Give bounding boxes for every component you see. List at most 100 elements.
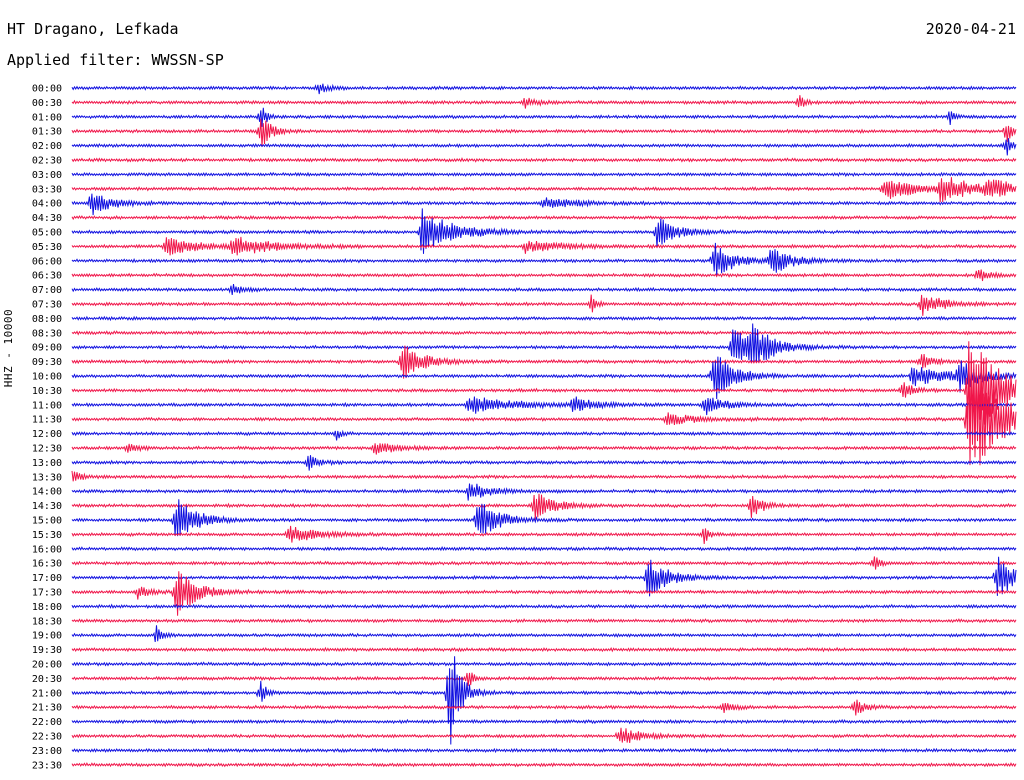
station-title: HT Dragano, Lefkada (7, 20, 179, 38)
row-tick-label: 02:30 (32, 156, 62, 167)
seismic-trace (71, 603, 1017, 610)
seismic-trace (71, 107, 1017, 127)
seismic-trace (71, 177, 1017, 203)
seismic-trace (71, 356, 1017, 400)
row-tick-label: 06:00 (32, 256, 62, 267)
row-tick-label: 13:30 (32, 472, 62, 483)
row-tick-label: 00:30 (32, 98, 62, 109)
row-tick-label: 04:00 (32, 199, 62, 210)
row-tick-label: 16:00 (32, 544, 62, 555)
row-tick-label: 19:30 (32, 645, 62, 656)
row-tick-label: 08:00 (32, 314, 62, 325)
seismic-trace (71, 617, 1017, 624)
row-tick-label: 19:00 (32, 631, 62, 642)
row-tick-label: 10:00 (32, 372, 62, 383)
seismic-trace (71, 499, 1017, 537)
seismic-trace (71, 242, 1017, 276)
row-tick-label: 17:00 (32, 573, 62, 584)
row-tick-label: 18:00 (32, 602, 62, 613)
seismic-trace (71, 699, 1017, 716)
row-tick-label: 02:00 (32, 141, 62, 152)
row-tick-label: 15:00 (32, 516, 62, 527)
row-tick-label: 03:30 (32, 184, 62, 195)
seismic-trace (71, 208, 1017, 254)
row-tick-label: 00:00 (32, 84, 62, 95)
seismic-trace (71, 646, 1017, 653)
row-tick-label: 20:30 (32, 674, 62, 685)
row-tick-label: 23:30 (32, 760, 62, 771)
row-tick-label: 12:30 (32, 444, 62, 455)
row-tick-label: 12:00 (32, 429, 62, 440)
seismic-trace (71, 269, 1017, 282)
row-tick-label: 06:30 (32, 271, 62, 282)
row-tick-label: 08:30 (32, 328, 62, 339)
seismic-trace (71, 571, 1017, 616)
seismic-trace (71, 396, 1017, 416)
seismic-trace (71, 545, 1017, 552)
seismic-trace (71, 171, 1017, 178)
seismic-trace (71, 429, 1017, 441)
seismic-trace (71, 138, 1017, 156)
seismic-trace (71, 625, 1017, 642)
row-tick-label: 14:00 (32, 487, 62, 498)
row-tick-label: 11:30 (32, 415, 62, 426)
seismic-trace (71, 470, 1017, 482)
row-tick-label: 10:30 (32, 386, 62, 397)
seismic-trace (71, 718, 1017, 725)
row-tick-label: 20:00 (32, 660, 62, 671)
seismic-trace (71, 762, 1017, 768)
row-tick-label: 09:30 (32, 357, 62, 368)
seismic-trace (71, 341, 1017, 434)
seismic-trace (71, 330, 1017, 336)
seismic-trace (71, 323, 1017, 364)
row-tick-label: 14:30 (32, 501, 62, 512)
row-tick-label: 16:30 (32, 559, 62, 570)
row-tick-label: 13:00 (32, 458, 62, 469)
seismic-trace (71, 672, 1017, 687)
seismic-trace (71, 157, 1017, 163)
seismic-trace (71, 83, 1017, 95)
row-tick-label: 07:00 (32, 285, 62, 296)
seismic-trace (71, 95, 1017, 109)
row-tick-label: 05:00 (32, 228, 62, 239)
seismic-trace (71, 455, 1017, 471)
seismic-trace (71, 193, 1017, 216)
row-tick-label: 21:30 (32, 703, 62, 714)
row-tick-label: 17:30 (32, 588, 62, 599)
seismic-trace (71, 118, 1017, 148)
row-tick-label: 15:30 (32, 530, 62, 541)
seismic-trace (71, 525, 1017, 544)
seismic-trace (71, 294, 1017, 316)
row-tick-label: 05:30 (32, 242, 62, 253)
row-tick-label: 21:00 (32, 688, 62, 699)
seismic-trace (71, 345, 1017, 379)
row-tick-label: 22:00 (32, 717, 62, 728)
seismic-trace (71, 727, 1017, 743)
seismic-trace (71, 236, 1017, 256)
row-tick-label: 01:30 (32, 127, 62, 138)
row-tick-label: 18:30 (32, 616, 62, 627)
seismic-trace (71, 483, 1017, 501)
seismic-trace (71, 214, 1017, 221)
seismic-trace (71, 661, 1017, 667)
seismic-trace (71, 443, 1017, 455)
seismic-trace (71, 284, 1017, 295)
seismic-trace (71, 315, 1017, 322)
row-tick-label: 11:00 (32, 400, 62, 411)
seismic-trace (71, 556, 1017, 570)
row-tick-label: 09:00 (32, 343, 62, 354)
row-tick-label: 07:30 (32, 300, 62, 311)
row-tick-label: 23:00 (32, 746, 62, 757)
seismic-trace (71, 358, 1017, 466)
seismic-trace (71, 747, 1017, 754)
seismic-trace (71, 493, 1017, 520)
seismic-trace (71, 656, 1017, 745)
row-tick-label: 01:00 (32, 112, 62, 123)
row-tick-label: 04:30 (32, 213, 62, 224)
seismic-trace (71, 556, 1017, 597)
row-tick-label: 03:00 (32, 170, 62, 181)
date-label: 2020-04-21 (925, 20, 1016, 38)
row-tick-label: 22:30 (32, 732, 62, 743)
filter-label: Applied filter: WWSSN-SP (7, 51, 224, 69)
